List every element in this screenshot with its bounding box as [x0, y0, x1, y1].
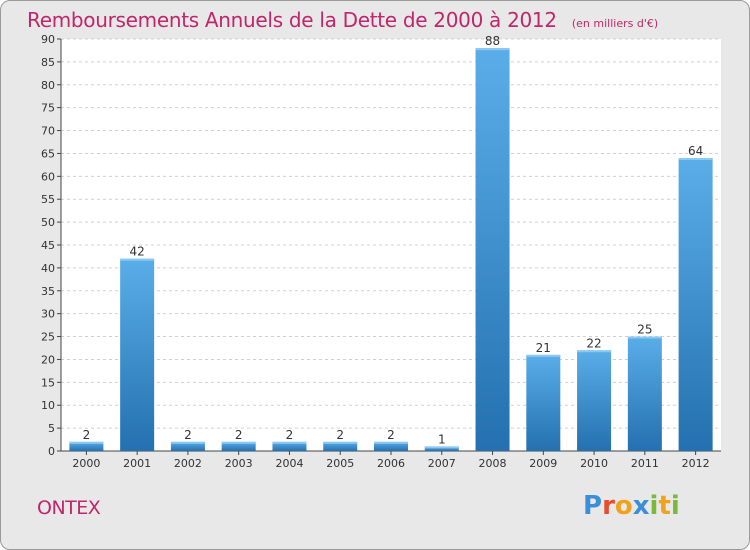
x-tick-label: 2002	[174, 457, 202, 470]
x-tick-label: 2008	[479, 457, 507, 470]
bar-highlight	[526, 354, 561, 357]
data-label: 2	[387, 428, 395, 442]
logo-letter: t	[658, 491, 671, 521]
bar	[221, 441, 256, 451]
bar	[120, 258, 155, 451]
bar	[577, 350, 612, 451]
data-label: 25	[637, 323, 652, 337]
bar-highlight	[475, 48, 510, 51]
grid-lines	[61, 38, 721, 452]
bar-highlight	[170, 441, 205, 444]
y-tick-label: 40	[41, 262, 55, 275]
title-row: Remboursements Annuels de la Dette de 20…	[27, 8, 658, 32]
data-label: 2	[235, 428, 243, 442]
y-tick-label: 10	[41, 399, 55, 412]
y-tick-label: 60	[41, 170, 55, 183]
data-label: 22	[586, 336, 601, 350]
proxiti-logo: Proxiti	[583, 491, 680, 521]
commune-name: ONTEX	[37, 497, 101, 519]
bars	[69, 48, 713, 452]
logo-letter: o	[614, 491, 633, 521]
y-tick-label: 70	[41, 125, 55, 138]
y-tick-label: 65	[41, 147, 55, 160]
bar-highlight	[627, 336, 662, 339]
data-label: 21	[536, 341, 551, 355]
y-tick-label: 55	[41, 193, 55, 206]
data-label: 2	[184, 428, 192, 442]
chart-subtitle: (en milliers d'€)	[571, 17, 659, 30]
bar	[69, 441, 104, 451]
x-tick-label: 2000	[72, 457, 100, 470]
bar	[424, 446, 459, 451]
bar-highlight	[272, 441, 307, 444]
bar	[526, 354, 561, 451]
x-tick-label: 2001	[123, 457, 151, 470]
x-tick-label: 2010	[580, 457, 608, 470]
y-tick-label: 85	[41, 56, 55, 69]
bar-highlight	[323, 441, 358, 444]
bar	[272, 441, 307, 451]
chart-title: Remboursements Annuels de la Dette de 20…	[27, 8, 557, 32]
x-tick-label: 2009	[529, 457, 557, 470]
x-tick-label: 2012	[682, 457, 710, 470]
x-tick-label: 2003	[225, 457, 253, 470]
y-tick-label: 50	[41, 216, 55, 229]
y-tick-label: 25	[41, 331, 55, 344]
y-tick-label: 80	[41, 79, 55, 92]
data-label: 2	[83, 428, 91, 442]
x-tick-label: 2004	[275, 457, 303, 470]
data-label: 2	[336, 428, 344, 442]
bar-highlight	[221, 441, 256, 444]
bar-highlight	[69, 441, 104, 444]
y-tick-label: 75	[41, 102, 55, 115]
bar	[170, 441, 205, 451]
y-tick-label: 90	[41, 33, 55, 46]
x-tick-label: 2006	[377, 457, 405, 470]
data-label: 2	[286, 428, 294, 442]
bar-highlight	[577, 350, 612, 353]
bar-highlight	[678, 158, 713, 161]
y-tick-label: 35	[41, 285, 55, 298]
bar	[475, 48, 510, 452]
data-label: 1	[438, 432, 446, 446]
data-label: 42	[130, 245, 145, 259]
x-tick-label: 2005	[326, 457, 354, 470]
bar-highlight	[120, 258, 155, 261]
y-tick-label: 20	[41, 353, 55, 366]
x-tick-label: 2011	[631, 457, 659, 470]
bar	[323, 441, 358, 451]
bar	[678, 158, 713, 451]
y-tick-label: 5	[48, 422, 55, 435]
logo-letter: i	[649, 491, 659, 521]
y-tick-label: 15	[41, 376, 55, 389]
bar-highlight	[424, 446, 459, 449]
logo-letter: x	[632, 491, 650, 521]
bar-highlight	[374, 441, 408, 444]
data-label: 88	[485, 34, 500, 48]
bar	[627, 336, 662, 451]
logo-letter: i	[670, 491, 680, 521]
y-tick-label: 30	[41, 308, 55, 321]
logo-letter: P	[583, 491, 603, 521]
x-tick-label: 2007	[428, 457, 456, 470]
y-tick-label: 45	[41, 239, 55, 252]
y-tick-label: 0	[48, 445, 55, 458]
data-label: 64	[688, 144, 703, 158]
logo-letter: r	[602, 491, 615, 521]
bar	[374, 441, 408, 451]
